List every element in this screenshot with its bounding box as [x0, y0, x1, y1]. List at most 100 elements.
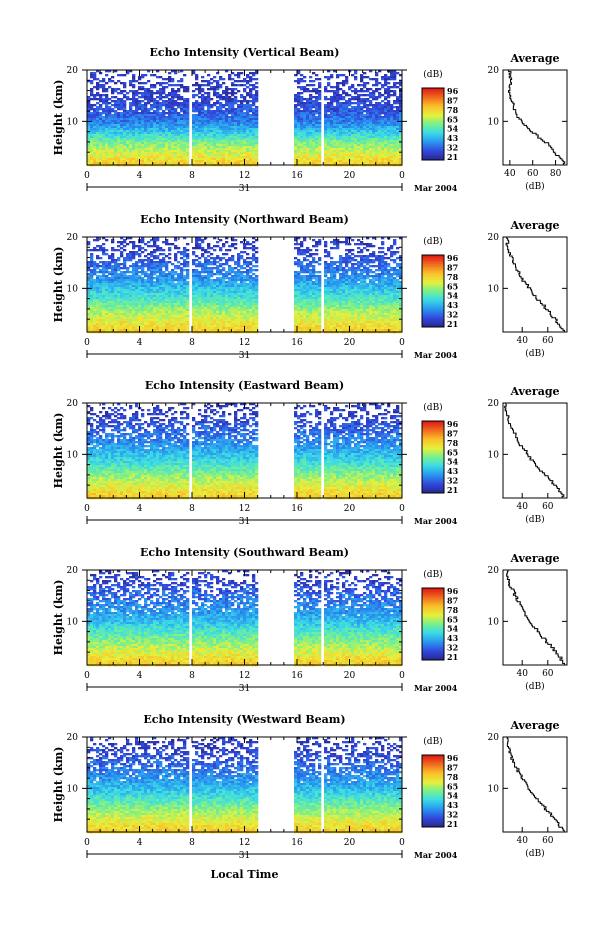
heatmap-cell	[123, 150, 126, 152]
heatmap-cell	[393, 281, 396, 283]
heatmap-cell	[171, 130, 174, 132]
heatmap-cell	[108, 271, 111, 273]
heatmap-cell	[228, 120, 231, 122]
heatmap-cell	[330, 128, 333, 130]
heatmap-cell	[228, 134, 231, 136]
heatmap-cell	[297, 138, 300, 140]
heatmap-cell	[132, 94, 135, 96]
heatmap-cell	[357, 120, 360, 122]
heatmap-cell	[351, 138, 354, 140]
heatmap-cell	[108, 273, 111, 275]
heatmap-cell	[246, 124, 249, 126]
heatmap-cell	[357, 130, 360, 132]
heatmap-cell	[375, 126, 378, 128]
heatmap-cell	[153, 249, 156, 251]
heatmap-cell	[93, 96, 96, 98]
heatmap-cell	[201, 128, 204, 130]
heatmap-cell	[312, 150, 315, 152]
heatmap-cell	[216, 152, 219, 154]
heatmap-cell	[369, 138, 372, 140]
heatmap-cell	[93, 132, 96, 134]
heatmap-cell	[303, 130, 306, 132]
heatmap-cell	[201, 102, 204, 104]
heatmap-cell	[225, 130, 228, 132]
heatmap-cell	[384, 154, 387, 156]
heatmap-cell	[117, 265, 120, 267]
heatmap-cell	[168, 160, 171, 162]
heatmap-cell	[378, 104, 381, 106]
heatmap-cell	[309, 265, 312, 267]
heatmap-cell	[216, 100, 219, 102]
heatmap-cell	[336, 114, 339, 116]
heatmap-cell	[249, 277, 252, 279]
heatmap-cell	[306, 124, 309, 126]
heatmap-cell	[219, 142, 222, 144]
heatmap-cell	[381, 154, 384, 156]
heatmap-cell	[144, 108, 147, 110]
heatmap-cell	[306, 126, 309, 128]
heatmap-cell	[234, 267, 237, 269]
y-axis-label: Height (km)	[52, 80, 65, 156]
heatmap-cell	[324, 271, 327, 273]
heatmap-cell	[396, 132, 399, 134]
heatmap-cell	[348, 249, 351, 251]
heatmap-cell	[357, 98, 360, 100]
heatmap-cell	[354, 122, 357, 124]
heatmap-cell	[318, 138, 321, 140]
heatmap-cell	[237, 148, 240, 150]
heatmap-cell	[396, 279, 399, 281]
heatmap-cell	[174, 152, 177, 154]
heatmap-cell	[123, 144, 126, 146]
heatmap-cell	[138, 253, 141, 255]
heatmap-cell	[204, 142, 207, 144]
heatmap-cell	[147, 108, 150, 110]
heatmap-cell	[216, 140, 219, 142]
heatmap-cell	[141, 92, 144, 94]
heatmap-cell	[180, 279, 183, 281]
heatmap-cell	[378, 132, 381, 134]
heatmap-cell	[147, 124, 150, 126]
heatmap-cell	[360, 275, 363, 277]
heatmap-cell	[171, 80, 174, 82]
heatmap-cell	[150, 92, 153, 94]
heatmap-cell	[174, 253, 177, 255]
heatmap-cell	[228, 249, 231, 251]
heatmap-cell	[375, 74, 378, 76]
heatmap-cell	[237, 120, 240, 122]
heatmap-cell	[219, 132, 222, 134]
heatmap-cell	[312, 273, 315, 275]
heatmap-cell	[153, 138, 156, 140]
heatmap-cell	[126, 279, 129, 281]
heatmap-cell	[312, 160, 315, 162]
heatmap-cell	[144, 275, 147, 277]
heatmap-cell	[231, 100, 234, 102]
heatmap-cell	[159, 136, 162, 138]
heatmap-cell	[99, 281, 102, 283]
heatmap-cell	[360, 130, 363, 132]
heatmap-cell	[207, 162, 210, 164]
heatmap-cell	[228, 118, 231, 120]
heatmap-cell	[222, 138, 225, 140]
heatmap-cell	[171, 124, 174, 126]
heatmap-cell	[378, 108, 381, 110]
heatmap-cell	[342, 102, 345, 104]
heatmap-cell	[123, 132, 126, 134]
heatmap-cell	[108, 158, 111, 160]
heatmap-cell	[228, 128, 231, 130]
heatmap-cell	[339, 160, 342, 162]
heatmap-cell	[129, 82, 132, 84]
heatmap-cell	[249, 72, 252, 74]
heatmap-cell	[120, 150, 123, 152]
heatmap-cell	[333, 138, 336, 140]
heatmap-cell	[171, 102, 174, 104]
heatmap-cell	[174, 144, 177, 146]
heatmap-cell	[228, 279, 231, 281]
heatmap-cell	[366, 271, 369, 273]
heatmap-cell	[378, 134, 381, 136]
heatmap-cell	[312, 102, 315, 104]
heatmap-cell	[327, 110, 330, 112]
heatmap-cell	[105, 239, 108, 241]
heatmap-cell	[294, 136, 297, 138]
heatmap-cell	[207, 271, 210, 273]
heatmap-cell	[318, 148, 321, 150]
